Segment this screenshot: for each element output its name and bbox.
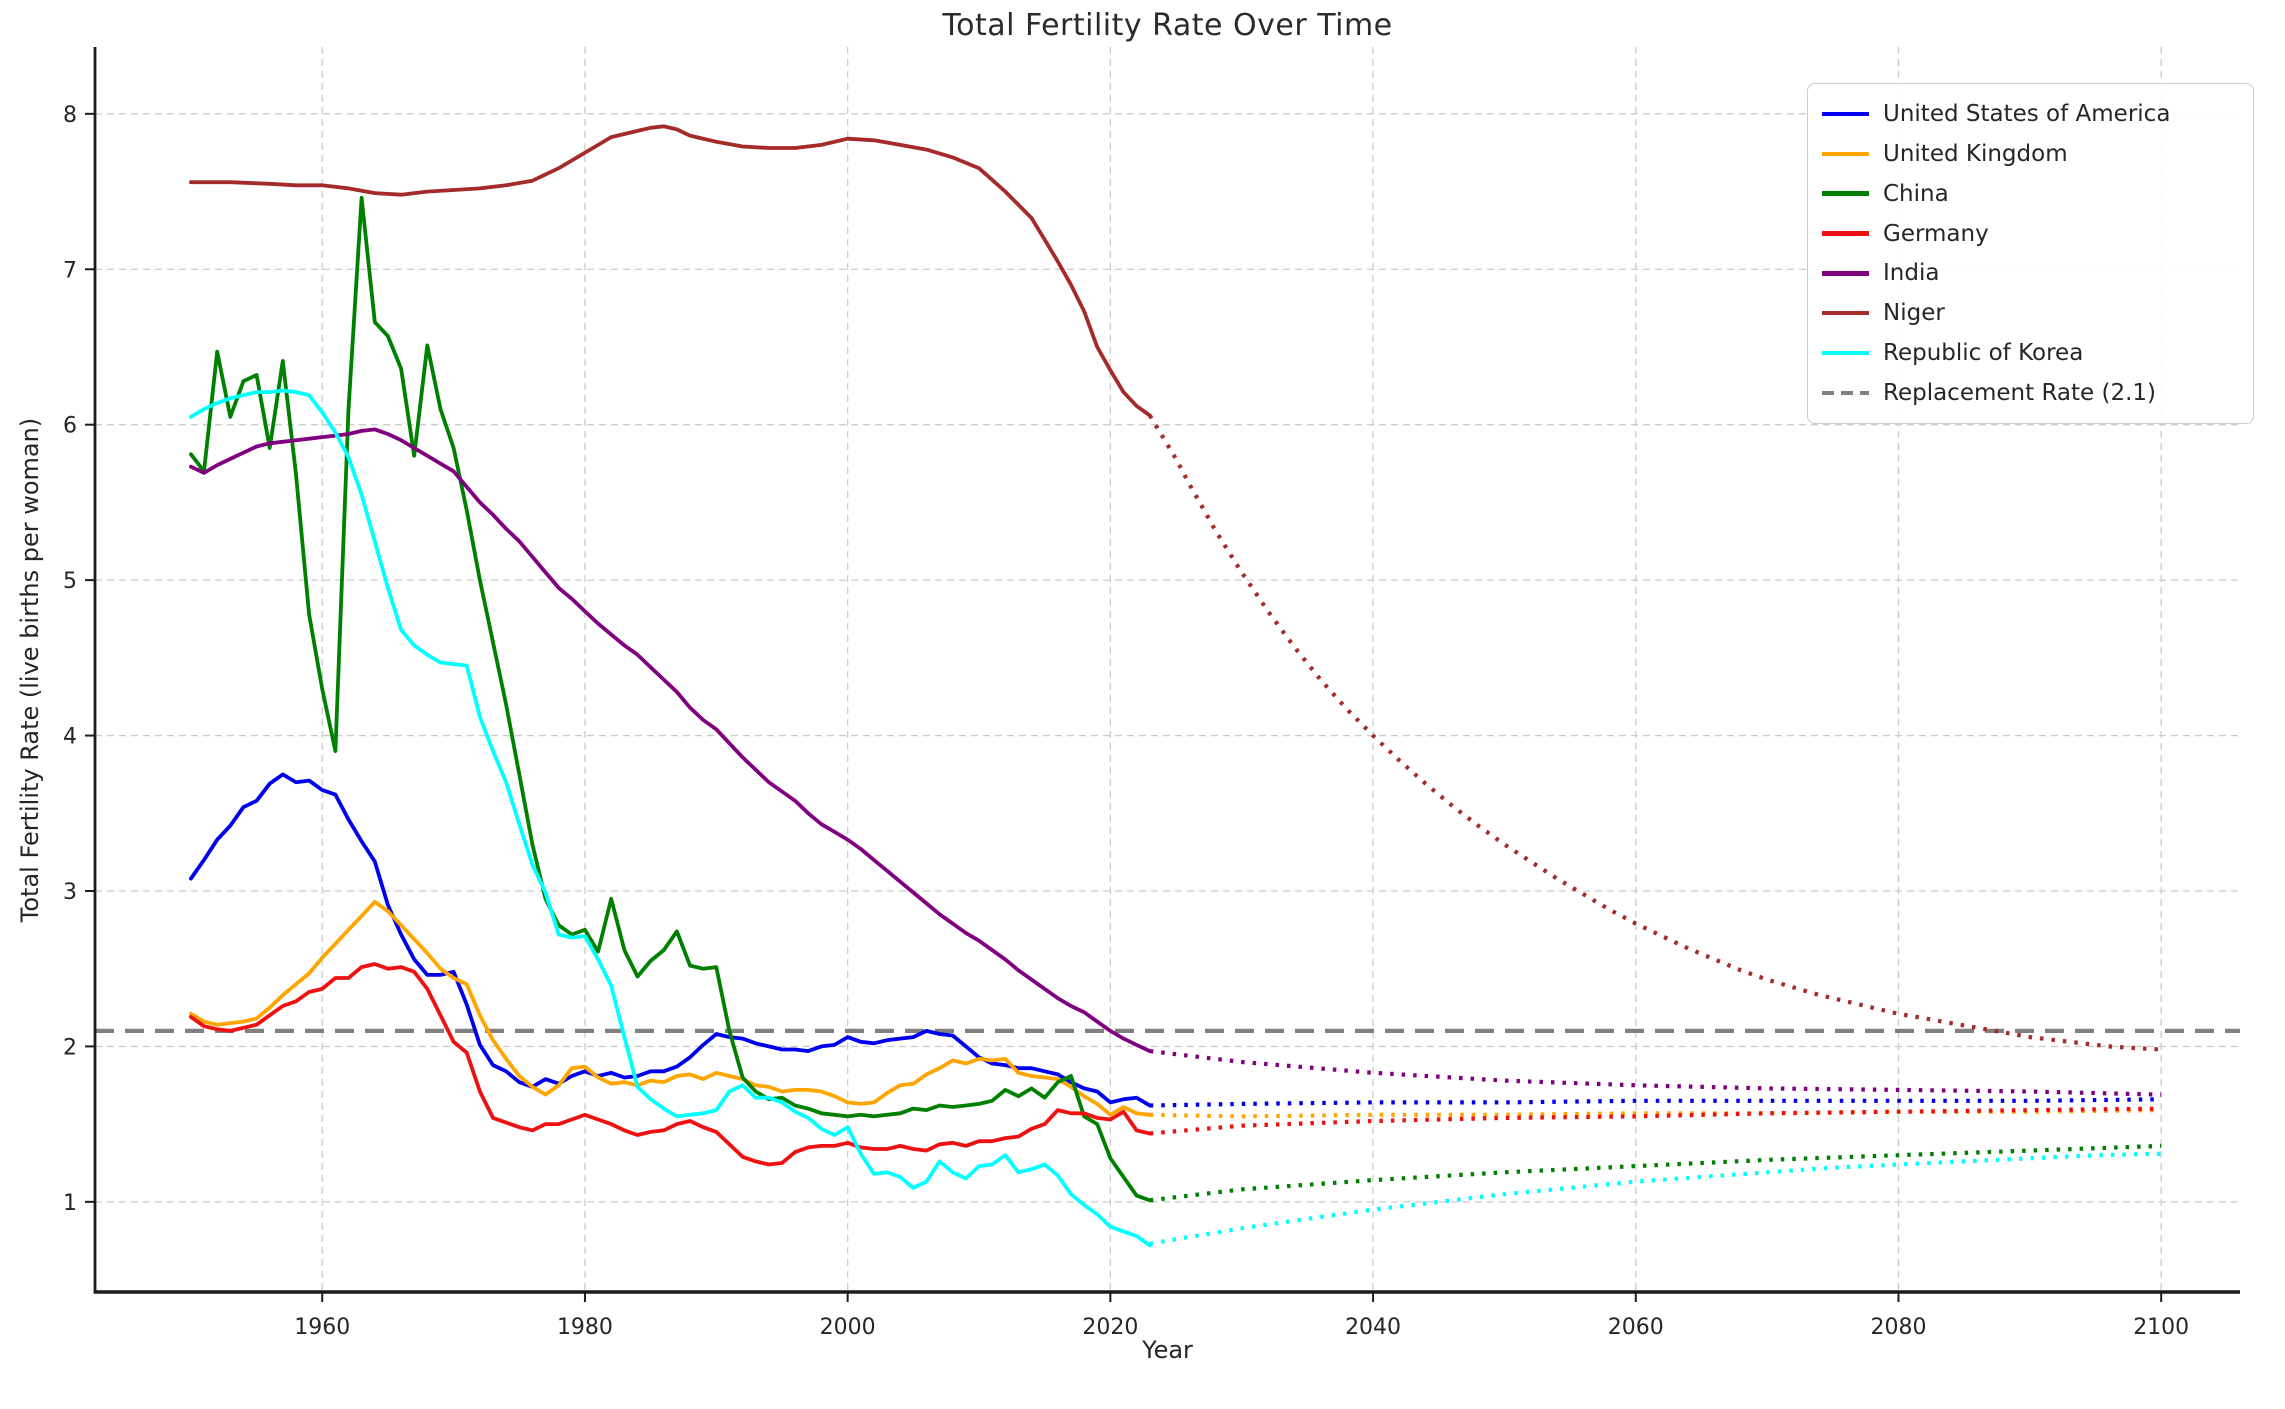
- legend-item-niger: Niger: [1822, 294, 2239, 332]
- series-line-projection-india: [1149, 1049, 2162, 1097]
- legend-line-swatch-icon: [1822, 191, 1869, 196]
- legend-label: Replacement Rate (2.1): [1883, 379, 2157, 406]
- legend-item-replacement-rate-2-1-: Replacement Rate (2.1): [1822, 374, 2239, 412]
- legend-item-germany: Germany: [1822, 215, 2239, 253]
- series-line-history-republic-of-korea: [188, 388, 1152, 1248]
- legend-line-swatch-icon: [1822, 350, 1869, 356]
- legend-item-republic-of-korea: Republic of Korea: [1822, 334, 2239, 372]
- tick-group: 1960 1980 2000 2020 2040 2060 2080 2100 1 2 3 4 5 6 7 8: [63, 103, 2189, 1340]
- series-line-projection-germany: [1149, 1106, 2162, 1136]
- legend-dashed-line-swatch-icon: [1822, 390, 1869, 396]
- legend-item-china: China: [1822, 175, 2239, 213]
- legend-item-united-states-of-america: United States of America: [1822, 95, 2239, 133]
- x-tick-label: 2020: [1082, 1315, 1138, 1340]
- series-line-projection-niger: [1148, 414, 2162, 1052]
- legend-line-swatch-icon: [1822, 310, 1869, 316]
- x-tick-label: 2000: [820, 1315, 876, 1340]
- series-line-projection-united-kingdom: [1149, 1108, 2162, 1119]
- series-group: [188, 124, 2162, 1248]
- series-line-history-germany: [188, 962, 1152, 1167]
- legend-line-swatch-icon: [1822, 271, 1869, 276]
- legend-box: United States of America United Kingdom Ch…: [1807, 83, 2254, 424]
- x-tick-label: 1960: [294, 1315, 350, 1340]
- legend-label: Germany: [1883, 220, 1989, 247]
- x-tick-label: 2080: [1870, 1315, 1926, 1340]
- y-tick-label: 1: [63, 1191, 77, 1216]
- legend-label: Niger: [1883, 300, 1945, 327]
- y-tick-label: 5: [63, 569, 77, 594]
- x-tick-label: 1980: [557, 1315, 613, 1340]
- legend-label: China: [1883, 180, 1949, 207]
- y-tick-label: 2: [63, 1035, 77, 1060]
- y-tick-label: 3: [63, 880, 77, 905]
- chart-title: Total Fertility Rate Over Time: [942, 8, 1393, 43]
- legend-item-india: India: [1822, 254, 2239, 292]
- x-axis-label: Year: [1142, 1336, 1193, 1364]
- series-line-history-united-kingdom: [188, 900, 1152, 1117]
- legend-item-united-kingdom: United Kingdom: [1822, 135, 2239, 173]
- x-tick-label: 2060: [1608, 1315, 1664, 1340]
- y-tick-label: 6: [63, 414, 77, 439]
- legend-line-swatch-icon: [1822, 111, 1869, 117]
- y-tick-label: 4: [63, 725, 77, 750]
- legend-label: India: [1883, 260, 1940, 287]
- legend-label: United Kingdom: [1883, 140, 2068, 167]
- series-line-history-india: [188, 427, 1152, 1053]
- series-line-history-united-states-of-america: [188, 772, 1152, 1108]
- series-line-history-niger: [188, 124, 1152, 418]
- y-tick-label: 8: [63, 103, 77, 128]
- legend-label: United States of America: [1883, 101, 2171, 127]
- y-axis-label: Total Fertility Rate (live births per wo…: [16, 417, 44, 923]
- series-line-projection-united-states-of-america: [1149, 1097, 2162, 1108]
- legend-label: Republic of Korea: [1883, 340, 2084, 367]
- legend-line-swatch-icon: [1822, 151, 1869, 157]
- y-tick-label: 7: [63, 258, 77, 283]
- legend-line-swatch-icon: [1822, 231, 1869, 236]
- series-line-projection-republic-of-korea: [1149, 1151, 2162, 1246]
- series-line-projection-china: [1149, 1143, 2162, 1203]
- series-line-history-china: [188, 195, 1152, 1203]
- x-tick-label: 2100: [2133, 1315, 2189, 1340]
- gridlines: [95, 47, 2240, 1292]
- x-tick-label: 2040: [1345, 1315, 1401, 1340]
